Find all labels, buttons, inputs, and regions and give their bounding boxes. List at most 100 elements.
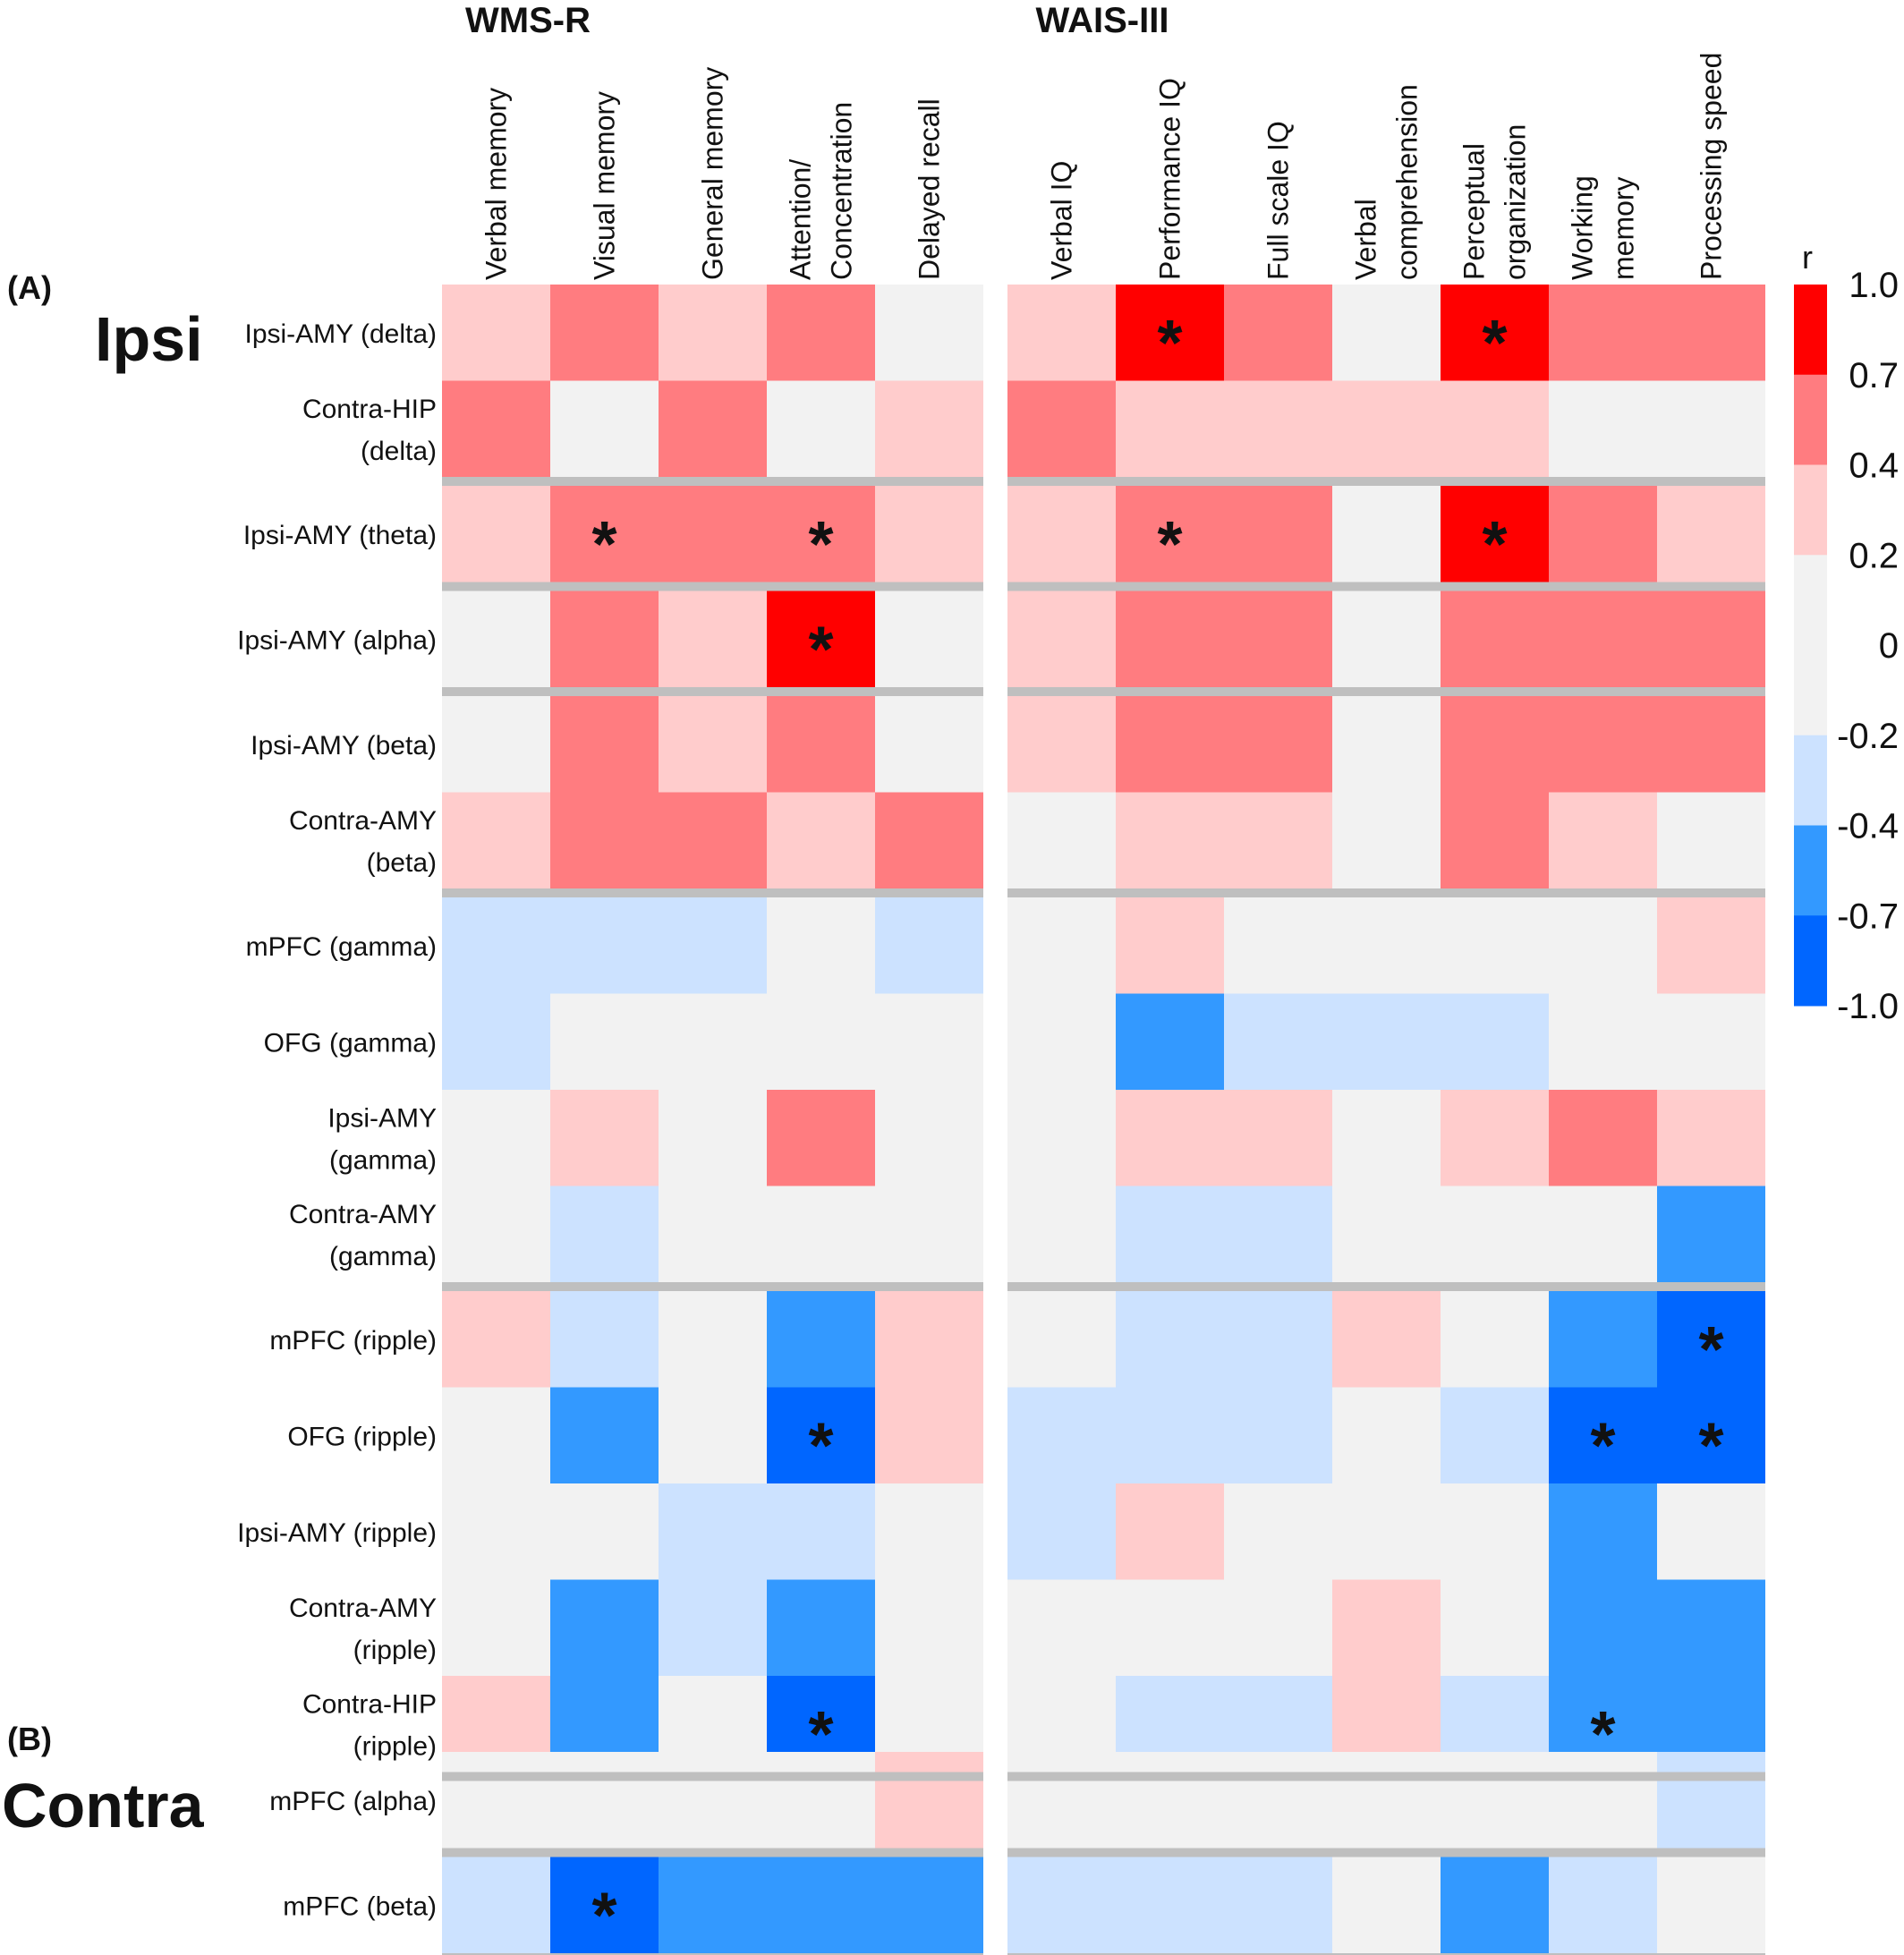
colorbar-tick-label: -0.7: [1837, 897, 1899, 936]
heatmap-cell: [442, 486, 550, 582]
heatmap-cell: [767, 696, 875, 793]
heatmap-cell: [1332, 1857, 1441, 1954]
heatmap-cell: [1224, 380, 1332, 478]
heatmap-cell: [1116, 486, 1224, 582]
group-separators: [442, 477, 1765, 1955]
heatmap-cell: [875, 897, 983, 994]
heatmap-cell: [1549, 792, 1657, 889]
heatmap-cell: [1549, 1857, 1657, 1954]
group-separator: [442, 1953, 983, 1955]
heatmap-cell: [442, 1090, 550, 1186]
heatmap-cell: [1116, 1090, 1224, 1186]
heatmap-cell: [659, 285, 767, 381]
heatmap-cell: [1549, 897, 1657, 994]
heatmap-cell: [1007, 1579, 1116, 1677]
group-separator: [442, 1848, 983, 1857]
heatmap-cell: [550, 486, 659, 582]
heatmap-cell: [1116, 993, 1224, 1091]
group-separator: [442, 1282, 983, 1291]
heatmap-cell: [1549, 486, 1657, 582]
heatmap-cell: [1007, 993, 1116, 1091]
heatmap-cell: [1441, 285, 1549, 381]
heatmap-cell: [767, 1483, 875, 1580]
column-label: Attention/Concentration: [785, 102, 858, 280]
heatmap-cell: [767, 1186, 875, 1283]
heatmap-cell: [875, 1291, 983, 1388]
heatmap-cell: [550, 380, 659, 478]
heatmap-cell: [442, 897, 550, 994]
heatmap-cell: [550, 792, 659, 889]
column-label: Verbal memory: [480, 88, 513, 280]
column-label: Perceptual organization: [1458, 124, 1532, 280]
heatmap-cell: [767, 380, 875, 478]
heatmap-cell: [1657, 486, 1765, 582]
heatmap-cell: [1224, 591, 1332, 688]
heatmap-cell: [1549, 285, 1657, 381]
heatmap-cell: [1657, 1090, 1765, 1186]
heatmap-cell: [1116, 591, 1224, 688]
heatmap-cell: [875, 591, 983, 688]
heatmap-cell: [1116, 792, 1224, 889]
heatmap-cell: [1441, 696, 1549, 793]
significance-star: *: [1482, 509, 1507, 581]
heatmap-cell: [442, 696, 550, 793]
heatmap-cell: [1116, 1387, 1224, 1484]
heatmap-cell: [1332, 792, 1441, 889]
heatmap-cell: [1224, 1186, 1332, 1283]
heatmap-cell: [875, 486, 983, 582]
heatmap-cell: [1332, 1579, 1441, 1677]
heatmap-cell: [1007, 696, 1116, 793]
heatmap-cell: [550, 1579, 659, 1677]
row-label: Ipsi-AMY (alpha): [237, 625, 437, 655]
heatmap-cell: [1657, 1291, 1765, 1388]
heatmap-cell: [1332, 380, 1441, 478]
group-separator: [1007, 1953, 1765, 1955]
heatmap-cells: [442, 285, 1765, 1954]
heatmap-cell: [1657, 696, 1765, 793]
column-label: Processing speed: [1696, 53, 1728, 280]
panel-title-wais-iii: WAIS-III: [1036, 1, 1169, 40]
heatmap-cell: [442, 993, 550, 1091]
heatmap-cell: [1224, 993, 1332, 1091]
group-separator: [1007, 1848, 1765, 1857]
heatmap-cell: [1549, 1387, 1657, 1484]
column-label: Delayed recall: [914, 98, 946, 280]
panel-title-wms-r: WMS-R: [465, 1, 591, 40]
heatmap-cell: [1657, 1752, 1765, 1849]
heatmap-cell: [1549, 993, 1657, 1091]
row-label: mPFC (gamma): [246, 932, 437, 962]
column-label: Working memory: [1567, 175, 1640, 280]
group-separator: [1007, 687, 1765, 696]
heatmap-cell: [1441, 380, 1549, 478]
significance-star: *: [808, 1410, 833, 1482]
column-label: Visual memory: [589, 91, 621, 280]
significance-star: *: [808, 509, 833, 581]
heatmap-cell: [1657, 1857, 1765, 1954]
heatmap-cell: [1007, 285, 1116, 381]
heatmap-cell: [1116, 1483, 1224, 1580]
heatmap-cell: [767, 1752, 875, 1849]
heatmap-cell: [659, 993, 767, 1091]
heatmap-cell: [1332, 591, 1441, 688]
heatmap-cell: [1007, 897, 1116, 994]
heatmap-cell: [1332, 1090, 1441, 1186]
column-label: Verbal IQ: [1046, 161, 1078, 280]
heatmap-cell: [875, 993, 983, 1091]
heatmap-cell: [1007, 486, 1116, 582]
column-label: Verbal comprehension: [1350, 84, 1424, 280]
heatmap-cell: [1549, 1579, 1657, 1677]
heatmap-cell: [659, 1752, 767, 1849]
significance-star: *: [1698, 1314, 1723, 1386]
heatmap-cell: [550, 993, 659, 1091]
heatmap-cell: [1224, 897, 1332, 994]
heatmap-cell: [442, 380, 550, 478]
column-label: Full scale IQ: [1262, 121, 1295, 280]
heatmap-cell: [442, 1483, 550, 1580]
heatmap-cell: [659, 591, 767, 688]
heatmap-cell: [875, 285, 983, 381]
heatmap-cell: [1549, 1090, 1657, 1186]
heatmap-cell: [875, 1387, 983, 1484]
heatmap-cell: [1441, 591, 1549, 688]
heatmap-cell: [1116, 1579, 1224, 1677]
heatmap-cell: [550, 1090, 659, 1186]
